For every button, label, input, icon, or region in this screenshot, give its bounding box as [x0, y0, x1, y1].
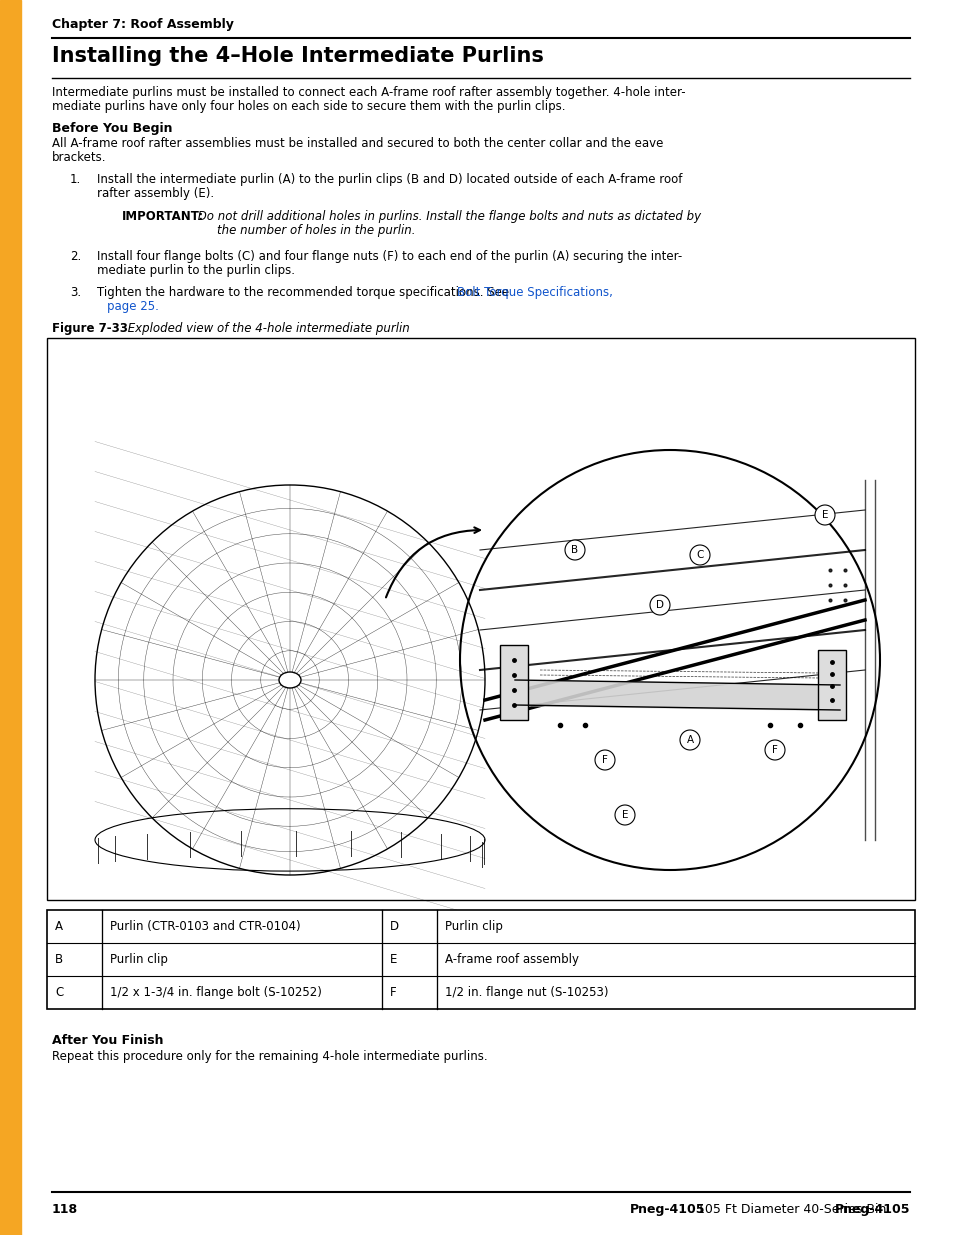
Text: D: D	[390, 920, 398, 932]
Text: Tighten the hardware to the recommended torque specifications. See: Tighten the hardware to the recommended …	[97, 287, 513, 299]
Text: mediate purlin to the purlin clips.: mediate purlin to the purlin clips.	[97, 264, 294, 277]
Text: IMPORTANT:: IMPORTANT:	[122, 210, 204, 224]
Text: Intermediate purlins must be installed to connect each A-frame roof rafter assem: Intermediate purlins must be installed t…	[52, 86, 685, 99]
Text: 3.: 3.	[70, 287, 81, 299]
Text: 1/2 in. flange nut (S-10253): 1/2 in. flange nut (S-10253)	[444, 986, 608, 999]
Text: 2.: 2.	[70, 249, 81, 263]
Circle shape	[649, 595, 669, 615]
Circle shape	[564, 540, 584, 559]
Text: brackets.: brackets.	[52, 151, 107, 164]
Text: E: E	[390, 953, 397, 966]
Text: A: A	[55, 920, 63, 932]
Text: Repeat this procedure only for the remaining 4-hole intermediate purlins.: Repeat this procedure only for the remai…	[52, 1050, 487, 1063]
Text: E: E	[821, 510, 827, 520]
Text: page 25.: page 25.	[107, 300, 159, 312]
Text: mediate purlins have only four holes on each side to secure them with the purlin: mediate purlins have only four holes on …	[52, 100, 565, 112]
Circle shape	[814, 505, 834, 525]
Text: Install four flange bolts (C) and four flange nuts (F) to each end of the purlin: Install four flange bolts (C) and four f…	[97, 249, 681, 263]
Text: C: C	[696, 550, 703, 559]
Text: Purlin clip: Purlin clip	[444, 920, 502, 932]
Bar	[0, 0, 21, 1235]
Bar	[499, 645, 527, 720]
Text: Installing the 4–Hole Intermediate Purlins: Installing the 4–Hole Intermediate Purli…	[52, 46, 543, 65]
Text: D: D	[656, 600, 663, 610]
Ellipse shape	[278, 672, 301, 688]
Text: F: F	[601, 755, 607, 764]
Bar	[817, 650, 845, 720]
Text: Purlin (CTR-0103 and CTR-0104): Purlin (CTR-0103 and CTR-0104)	[110, 920, 300, 932]
Circle shape	[764, 740, 784, 760]
Text: Bolt Torque Specifications,: Bolt Torque Specifications,	[456, 287, 612, 299]
Text: E: E	[621, 810, 628, 820]
Text: F: F	[390, 986, 396, 999]
Text: rafter assembly (E).: rafter assembly (E).	[97, 186, 213, 200]
Text: All A-frame roof rafter assemblies must be installed and secured to both the cen: All A-frame roof rafter assemblies must …	[52, 137, 662, 149]
Text: 118: 118	[52, 1203, 78, 1216]
Text: Before You Begin: Before You Begin	[52, 122, 172, 135]
Circle shape	[615, 805, 635, 825]
Circle shape	[679, 730, 700, 750]
Bar	[47, 338, 914, 900]
Text: Pneg-4105: Pneg-4105	[834, 1203, 909, 1216]
Text: 1/2 x 1-3/4 in. flange bolt (S-10252): 1/2 x 1-3/4 in. flange bolt (S-10252)	[110, 986, 321, 999]
Text: Chapter 7: Roof Assembly: Chapter 7: Roof Assembly	[52, 19, 233, 31]
Text: 105 Ft Diameter 40-Series Bin: 105 Ft Diameter 40-Series Bin	[692, 1203, 885, 1216]
Text: Exploded view of the 4-hole intermediate purlin: Exploded view of the 4-hole intermediate…	[124, 322, 410, 335]
Circle shape	[459, 450, 879, 869]
Text: Figure 7-33: Figure 7-33	[52, 322, 128, 335]
Text: C: C	[55, 986, 63, 999]
Text: 1.: 1.	[70, 173, 81, 186]
Text: A: A	[686, 735, 693, 745]
Circle shape	[689, 545, 709, 564]
Text: F: F	[771, 745, 777, 755]
Text: Do not drill additional holes in purlins. Install the flange bolts and nuts as d: Do not drill additional holes in purlins…	[193, 210, 700, 224]
Text: B: B	[55, 953, 63, 966]
Bar	[47, 910, 914, 1009]
Text: Pneg-4105: Pneg-4105	[629, 1203, 705, 1216]
Text: B: B	[571, 545, 578, 555]
Text: Purlin clip: Purlin clip	[110, 953, 168, 966]
Text: Install the intermediate purlin (A) to the purlin clips (B and D) located outsid: Install the intermediate purlin (A) to t…	[97, 173, 681, 186]
Text: the number of holes in the purlin.: the number of holes in the purlin.	[216, 224, 416, 237]
Text: A-frame roof assembly: A-frame roof assembly	[444, 953, 578, 966]
Circle shape	[595, 750, 615, 769]
Text: After You Finish: After You Finish	[52, 1034, 163, 1047]
